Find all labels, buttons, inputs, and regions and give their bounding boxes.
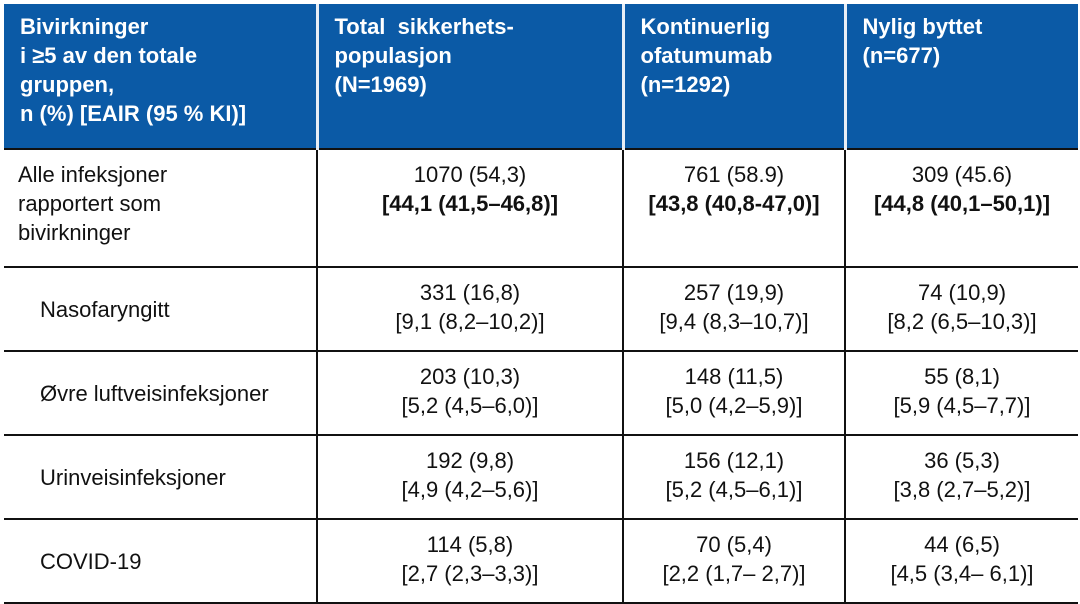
header-line: (n=1292) [640,72,731,97]
eair-ci: [44,8 (40,1–50,1)] [873,191,1051,216]
row-label: Urinveisinfeksjoner [4,434,317,519]
count-percent: 55 (8,1) [924,364,1000,389]
header-line: ofatumumab [640,43,773,68]
adverse-events-table: Bivirkninger i ≥5 av den totale gruppen,… [4,4,1078,604]
count-percent: 1070 (54,3) [413,162,527,187]
count-percent: 70 (5,4) [696,532,772,557]
count-percent: 192 (9,8) [425,448,515,473]
header-line: i ≥5 av den totale [20,43,198,68]
row-label-text: Alle infeksjoner rapportert som bivirkni… [18,162,168,245]
eair-ci: [4,5 (3,4– 6,1)] [890,561,1034,586]
header-adverse-events: Bivirkninger i ≥5 av den totale gruppen,… [4,4,317,149]
table-row: Nasofaryngitt 331 (16,8) [9,1 (8,2–10,2)] 2… [4,266,1078,351]
count-percent: 44 (6,5) [924,532,1000,557]
header-line: Total sikkerhets- [334,14,514,39]
header-line: populasjon [334,43,452,68]
row-label: COVID-19 [4,518,317,604]
value-cell: 1070 (54,3) [44,1 (41,5–46,8)] [316,148,623,267]
value-cell: 309 (45.6) [44,8 (40,1–50,1)] [844,148,1078,267]
table-row: Øvre luftveisinfeksjoner 203 (10,3) [5,2 (… [4,350,1078,435]
value-cell: 331 (16,8) [9,1 (8,2–10,2)] [316,266,623,351]
header-total-population: Total sikkerhets- populasjon (N=1969) [315,4,623,149]
value-cell: 761 (58.9) [43,8 (40,8-47,0)] [622,148,845,267]
count-percent: 331 (16,8) [419,280,521,305]
table-row: Urinveisinfeksjoner 192 (9,8) [4,9 (4,2–5,… [4,434,1078,519]
header-line: Kontinuerlig [640,14,771,39]
header-continuous-ofatumumab: Kontinuerlig ofatumumab (n=1292) [621,4,845,149]
value-cell: 36 (5,3) [3,8 (2,7–5,2)] [844,434,1078,519]
value-cell: 257 (19,9) [9,4 (8,3–10,7)] [622,266,845,351]
eair-ci: [3,8 (2,7–5,2)] [893,477,1031,502]
eair-ci: [8,2 (6,5–10,3)] [887,309,1037,334]
eair-ci: [9,4 (8,3–10,7)] [659,309,809,334]
header-row: Bivirkninger i ≥5 av den totale gruppen,… [4,4,1078,149]
value-cell: 44 (6,5) [4,5 (3,4– 6,1)] [844,518,1078,604]
value-cell: 70 (5,4) [2,2 (1,7– 2,7)] [622,518,845,604]
count-percent: 309 (45.6) [911,162,1013,187]
count-percent: 114 (5,8) [426,532,514,557]
header-recently-switched: Nylig byttet (n=677) [843,4,1078,149]
eair-ci: [4,9 (4,2–5,6)] [401,477,539,502]
count-percent: 148 (11,5) [684,364,784,389]
row-label-text: Øvre luftveisinfeksjoner [40,380,269,406]
row-label: Alle infeksjoner rapportert som bivirkni… [4,148,317,267]
header-line: Bivirkninger [20,14,149,39]
count-percent: 156 (12,1) [683,448,785,473]
count-percent: 203 (10,3) [419,364,521,389]
header-line: (N=1969) [334,72,427,97]
value-cell: 114 (5,8) [2,7 (2,3–3,3)] [316,518,623,604]
count-percent: 74 (10,9) [917,280,1007,305]
count-percent: 257 (19,9) [683,280,785,305]
value-cell: 156 (12,1) [5,2 (4,5–6,1)] [622,434,845,519]
eair-ci: [5,9 (4,5–7,7)] [893,393,1031,418]
eair-ci: [2,7 (2,3–3,3)] [401,561,539,586]
value-cell: 148 (11,5) [5,0 (4,2–5,9)] [622,350,845,435]
value-cell: 203 (10,3) [5,2 (4,5–6,0)] [316,350,623,435]
row-label-text: Urinveisinfeksjoner [40,464,226,490]
value-cell: 192 (9,8) [4,9 (4,2–5,6)] [316,434,623,519]
eair-ci: [9,1 (8,2–10,2)] [395,309,545,334]
eair-ci: [5,2 (4,5–6,1)] [665,477,803,502]
eair-ci: [43,8 (40,8-47,0)] [648,191,820,216]
row-label: Øvre luftveisinfeksjoner [4,350,317,435]
eair-ci: [5,0 (4,2–5,9)] [665,393,803,418]
header-line: n (%) [EAIR (95 % KI)] [20,101,247,126]
eair-ci: [5,2 (4,5–6,0)] [401,393,539,418]
count-percent: 761 (58.9) [683,162,785,187]
row-label-text: COVID-19 [40,548,142,574]
table-row: Alle infeksjoner rapportert som bivirkni… [4,148,1078,267]
row-label: Nasofaryngitt [4,266,317,351]
header-line: (n=677) [862,43,941,68]
count-percent: 36 (5,3) [924,448,1000,473]
eair-ci: [2,2 (1,7– 2,7)] [662,561,806,586]
eair-ci: [44,1 (41,5–46,8)] [381,191,559,216]
value-cell: 55 (8,1) [5,9 (4,5–7,7)] [844,350,1078,435]
header-line: Nylig byttet [862,14,983,39]
value-cell: 74 (10,9) [8,2 (6,5–10,3)] [844,266,1078,351]
row-label-text: Nasofaryngitt [40,296,170,322]
table-row: COVID-19 114 (5,8) [2,7 (2,3–3,3)] 70 (5,4)… [4,518,1078,604]
header-line: gruppen, [20,72,115,97]
